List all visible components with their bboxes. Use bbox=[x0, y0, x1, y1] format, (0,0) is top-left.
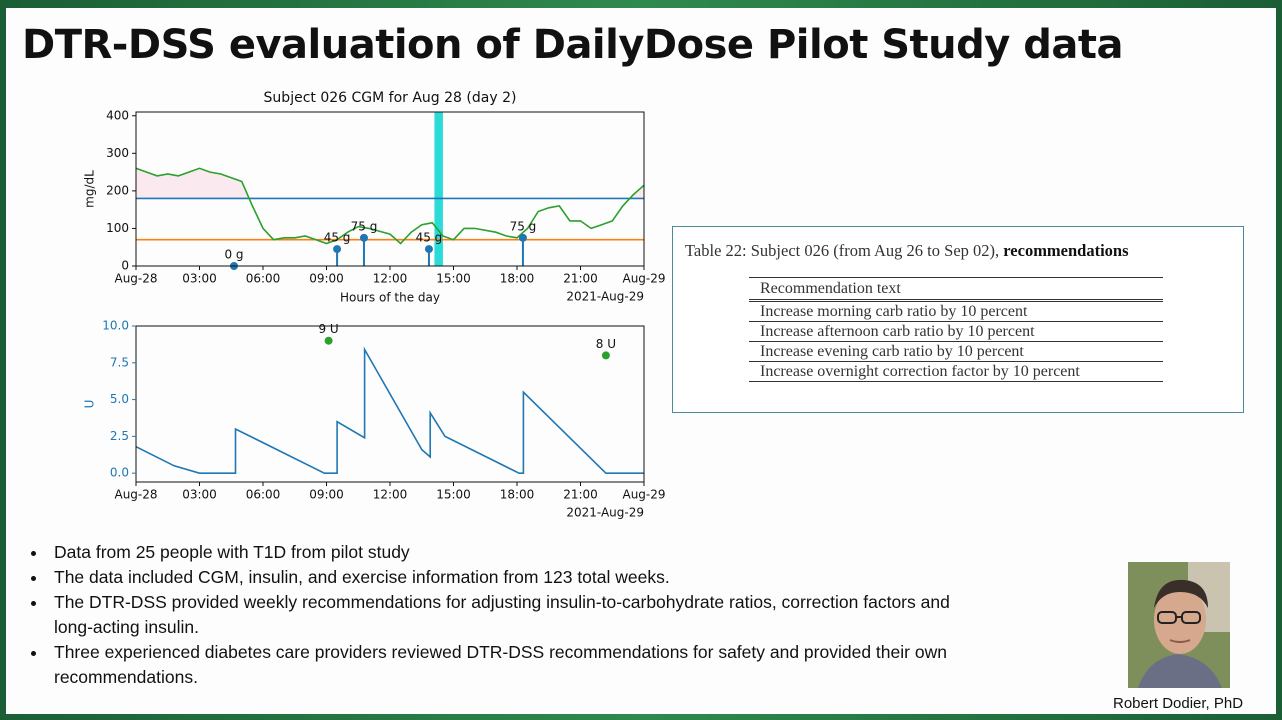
data-line bbox=[135, 346, 644, 474]
table-caption: Table 22: Subject 026 (from Aug 26 to Se… bbox=[685, 241, 1129, 261]
x-tick-label: 21:00 bbox=[563, 272, 598, 286]
x-offset-label: 2021-Aug-29 bbox=[566, 506, 644, 520]
stem-head bbox=[518, 233, 527, 242]
x-tick-label: Aug-29 bbox=[622, 488, 665, 502]
x-tick-label: 12:00 bbox=[373, 488, 408, 502]
x-tick-label: 06:00 bbox=[246, 488, 281, 502]
x-tick-label: 18:00 bbox=[500, 272, 535, 286]
table-panel: Table 22: Subject 026 (from Aug 26 to Se… bbox=[672, 226, 1244, 413]
table-cell: Increase overnight correction factor by … bbox=[749, 361, 1163, 382]
table-row: Increase morning carb ratio by 10 percen… bbox=[749, 300, 1163, 322]
value-label: 75 g bbox=[351, 219, 378, 233]
data-line bbox=[135, 167, 645, 245]
slide-title: DTR-DSS evaluation of DailyDose Pilot St… bbox=[22, 22, 1124, 68]
y-axis-label: mg/dL bbox=[83, 170, 97, 208]
x-tick-label: 21:00 bbox=[563, 488, 598, 502]
x-tick-label: 03:00 bbox=[182, 272, 217, 286]
y-tick-label: 2.5 bbox=[110, 429, 129, 443]
x-tick-label: 15:00 bbox=[436, 488, 471, 502]
bullet: The data included CGM, insulin, and exer… bbox=[48, 565, 958, 590]
y-axis-label: U bbox=[83, 400, 97, 409]
table-row: Increase overnight correction factor by … bbox=[749, 361, 1163, 382]
y-tick-label: 200 bbox=[106, 183, 129, 197]
y-tick-label: 400 bbox=[106, 108, 129, 122]
point bbox=[601, 351, 610, 360]
x-tick-label: 06:00 bbox=[246, 272, 281, 286]
y-tick-label: 0 bbox=[121, 259, 129, 273]
x-tick-label: 09:00 bbox=[309, 272, 344, 286]
y-tick-label: 5.0 bbox=[110, 392, 129, 406]
x-tick-label: 09:00 bbox=[309, 488, 344, 502]
high-area bbox=[136, 168, 644, 199]
x-tick-label: Aug-29 bbox=[622, 272, 665, 286]
table-row: Increase afternoon carb ratio by 10 perc… bbox=[749, 321, 1163, 342]
bullet: The DTR-DSS provided weekly recommendati… bbox=[48, 590, 958, 640]
y-tick-label: 300 bbox=[106, 146, 129, 160]
value-label: 0 g bbox=[224, 248, 243, 262]
x-tick-label: Aug-28 bbox=[114, 488, 157, 502]
caption-text: Table 22: Subject 026 (from Aug 26 to Se… bbox=[685, 241, 1004, 260]
bullet: Data from 25 people with T1D from pilot … bbox=[48, 540, 958, 565]
value-label: 45 g bbox=[416, 231, 443, 245]
y-tick-label: 10.0 bbox=[102, 319, 129, 333]
portrait-photo bbox=[1128, 562, 1230, 688]
stem-head bbox=[359, 233, 368, 242]
table-cell: Increase afternoon carb ratio by 10 perc… bbox=[749, 321, 1163, 342]
point bbox=[324, 336, 333, 345]
x-tick-label: 15:00 bbox=[436, 272, 471, 286]
x-tick-label: 18:00 bbox=[500, 488, 535, 502]
value-label: 45 g bbox=[324, 231, 351, 245]
photo-caption: Robert Dodier, PhD bbox=[1113, 695, 1244, 712]
table-row: Increase evening carb ratio by 10 percen… bbox=[749, 341, 1163, 362]
y-tick-label: 100 bbox=[106, 221, 129, 235]
x-tick-label: 03:00 bbox=[182, 488, 217, 502]
bullet-list: Data from 25 people with T1D from pilot … bbox=[24, 540, 958, 690]
caption-bold: recommendations bbox=[1003, 241, 1129, 260]
bullet: Three experienced diabetes care provider… bbox=[48, 640, 958, 690]
table-cell: Increase morning carb ratio by 10 percen… bbox=[749, 300, 1163, 322]
y-tick-label: 7.5 bbox=[110, 355, 129, 369]
plot-frame bbox=[135, 325, 645, 483]
x-tick-label: Aug-28 bbox=[114, 272, 157, 286]
x-axis-label: Hours of the day bbox=[340, 291, 440, 305]
table-header: Recommendation text bbox=[749, 277, 1163, 302]
stem-head bbox=[424, 245, 433, 254]
table: Recommendation text Increase morning car… bbox=[749, 277, 1163, 382]
x-offset-label: 2021-Aug-29 bbox=[566, 290, 644, 304]
table-cell: Increase evening carb ratio by 10 percen… bbox=[749, 341, 1163, 362]
y-tick-label: 0.0 bbox=[110, 466, 129, 480]
highlight-band bbox=[434, 112, 443, 266]
stem-head bbox=[333, 245, 342, 254]
value-label: 75 g bbox=[510, 219, 537, 233]
chart-title: Subject 026 CGM for Aug 28 (day 2) bbox=[264, 90, 517, 106]
x-tick-label: 12:00 bbox=[373, 272, 408, 286]
value-label: 8 U bbox=[596, 337, 616, 351]
value-label: 9 U bbox=[318, 322, 338, 336]
